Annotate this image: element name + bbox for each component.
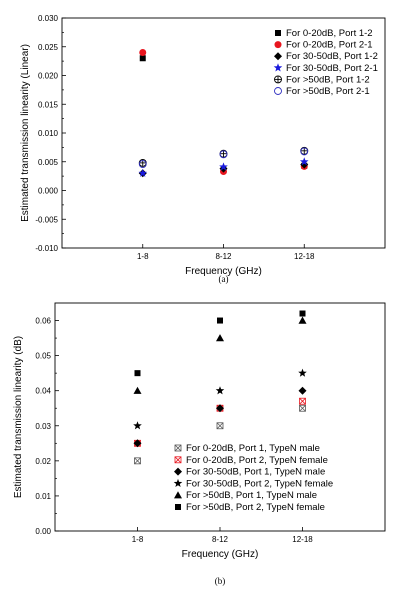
legend-label: For 0-20dB, Port 2, TypeN female <box>186 455 328 466</box>
data-point <box>216 334 224 342</box>
y-tick-label: 0.020 <box>38 72 59 81</box>
legend-label: For 30-50dB, Port 1-2 <box>286 51 378 62</box>
data-point <box>215 386 225 395</box>
y-tick-label: -0.005 <box>35 215 58 224</box>
legend-marker <box>274 52 282 61</box>
y-tick-label: 0.015 <box>38 100 59 109</box>
data-point <box>299 397 306 405</box>
data-point <box>299 404 306 412</box>
legend-marker <box>174 456 182 464</box>
figure-caption: (a) <box>219 274 229 284</box>
data-point <box>133 439 142 448</box>
series-4 <box>133 368 307 430</box>
x-tick-label: 1-8 <box>132 535 144 544</box>
y-tick-label: 0.00 <box>35 527 51 536</box>
y-tick-label: 0.025 <box>38 43 59 52</box>
chart-b: 0.00 0.01 0.02 0.03 0.04 0.05 0.06 1-8 8-12 12-18… <box>13 302 386 586</box>
legend-label: For 30-50dB, Port 1, TypeN male <box>186 467 325 478</box>
legend-label: For >50dB, Port 2-1 <box>286 86 370 97</box>
data-point <box>298 386 307 395</box>
legend-marker <box>275 30 281 36</box>
data-point <box>217 317 223 324</box>
legend-marker <box>175 504 181 510</box>
data-point <box>138 160 147 169</box>
legend-label: For 0-20dB, Port 2-1 <box>286 40 373 51</box>
series-6 <box>134 310 306 377</box>
series-5 <box>133 316 307 394</box>
x-tick-label: 12-18 <box>292 535 313 544</box>
y-tick-label: 0.03 <box>35 422 51 431</box>
y-tick-label: 0.02 <box>35 457 51 466</box>
legend-label: For 0-20dB, Port 1-2 <box>286 28 373 39</box>
series-1 <box>134 404 306 465</box>
y-tick-label: 0.005 <box>38 158 59 167</box>
x-tick-label: 1-8 <box>137 252 149 261</box>
data-point <box>216 404 224 413</box>
data-point <box>134 457 141 465</box>
legend-marker <box>273 63 283 72</box>
data-point <box>139 49 147 56</box>
legend-label: For 30-50dB, Port 2-1 <box>286 63 378 74</box>
legend-marker <box>174 491 182 499</box>
data-point <box>134 370 141 377</box>
x-tick-label: 8-12 <box>215 252 232 261</box>
series-4 <box>138 157 309 177</box>
x-tick-label: 12-18 <box>294 252 315 261</box>
data-point <box>300 160 309 169</box>
x-tick-label: 8-12 <box>212 535 229 544</box>
series-6 <box>138 147 309 169</box>
y-tick-label: 0.01 <box>35 492 51 501</box>
y-tick-label: -0.010 <box>35 244 58 253</box>
legend-marker <box>274 87 282 95</box>
data-point <box>133 386 142 394</box>
legend-marker <box>174 444 182 452</box>
x-axis-label: Frequency (GHz) <box>182 549 259 560</box>
legend-label: For 30-50dB, Port 2, TypeN female <box>186 478 333 489</box>
x-axis-label: Frequency (GHz) <box>185 266 262 277</box>
y-tick-label: 0.06 <box>35 317 51 326</box>
legend-label: For >50dB, Port 2, TypeN female <box>186 502 325 513</box>
data-point <box>216 422 224 430</box>
legend-label: For >50dB, Port 1, TypeN male <box>186 490 317 501</box>
data-point <box>298 316 307 324</box>
series-3 <box>133 386 307 448</box>
legend-label: For 0-20dB, Port 1, TypeN male <box>186 443 320 454</box>
data-point <box>219 150 228 159</box>
data-point <box>139 55 146 62</box>
legend-marker <box>173 478 183 488</box>
data-point <box>299 310 306 317</box>
data-point <box>298 368 307 377</box>
y-tick-label: 0.04 <box>35 387 51 396</box>
y-axis-label: Estimated transmission linearity (Linear… <box>20 44 31 222</box>
chart-a: -0.010 -0.005 0.000 0.005 0.010 0.015 0.020 0.0… <box>20 14 386 284</box>
y-tick-label: 0.010 <box>38 129 59 138</box>
y-tick-label: 0.000 <box>38 187 59 196</box>
data-point <box>219 162 228 171</box>
y-tick-label: 0.05 <box>35 352 51 361</box>
y-axis-label: Estimated transmission linearity (dB) <box>13 336 24 498</box>
figure-caption: (b) <box>215 576 226 586</box>
data-point <box>138 168 148 177</box>
legend-label: For >50dB, Port 1-2 <box>286 74 370 85</box>
data-point <box>299 157 309 166</box>
legend-marker <box>274 41 282 49</box>
legend-marker <box>274 75 282 84</box>
data-point <box>133 421 142 430</box>
legend-marker <box>174 467 182 476</box>
data-point <box>300 147 309 156</box>
y-tick-label: 0.030 <box>38 14 59 23</box>
